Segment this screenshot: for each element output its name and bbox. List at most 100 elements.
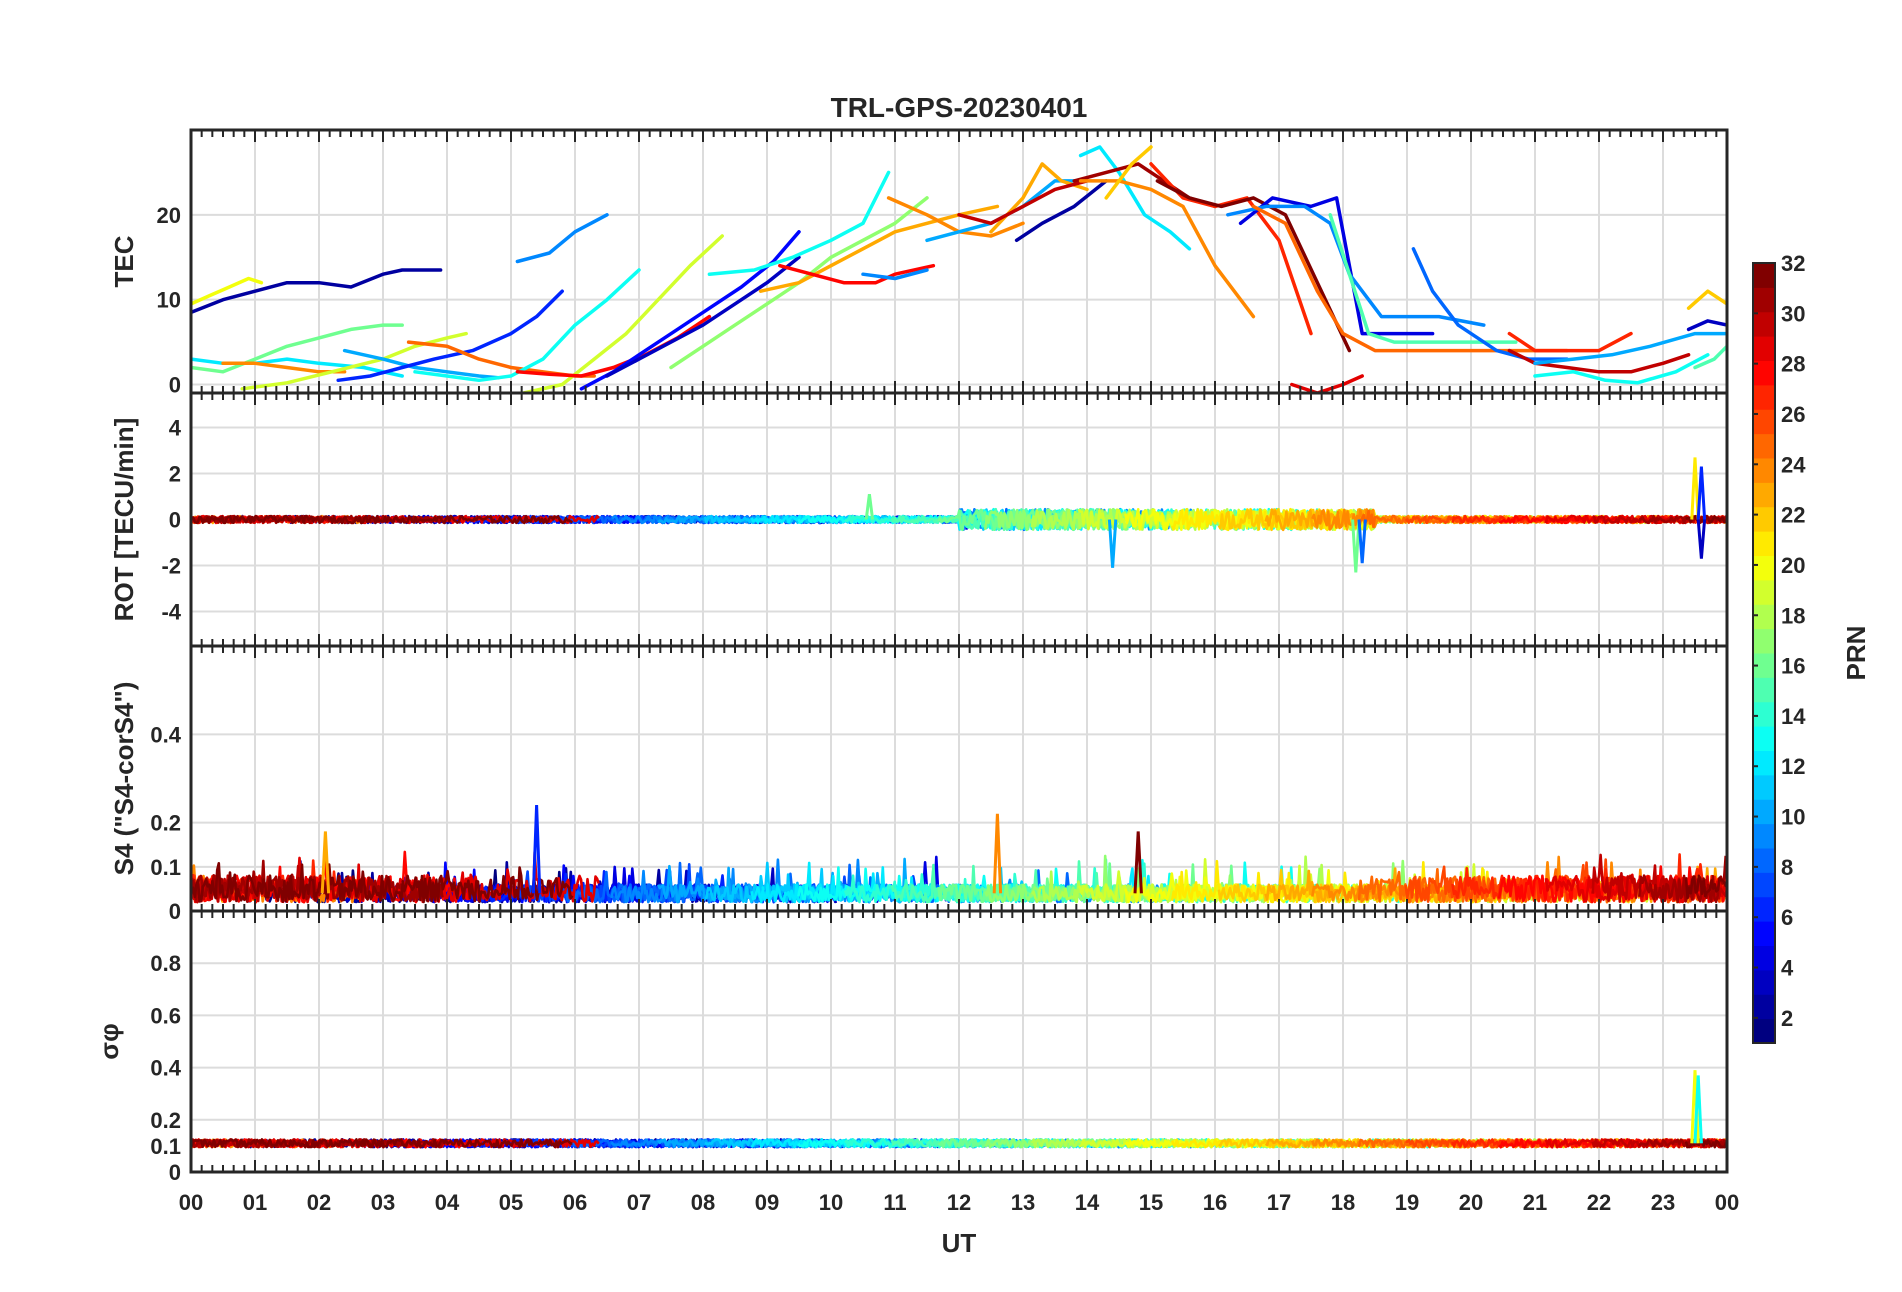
tec-series-prn-10	[1533, 331, 1727, 366]
spike-prn-6	[1696, 466, 1707, 520]
y-tick-label: 0	[169, 1160, 181, 1185]
tec-series-prn-16	[191, 323, 404, 374]
colorbar-segment	[1753, 774, 1775, 800]
panel-s4: 0 0.1 0.2 0.4 S4 ("S4-corS4")	[109, 644, 1729, 924]
y-tick-label: 0	[169, 373, 181, 398]
x-tick-label: 10	[819, 1190, 843, 1215]
x-tick-label: 17	[1267, 1190, 1291, 1215]
colorbar-segment	[1753, 921, 1775, 946]
y-tick-label: 0.2	[150, 1108, 181, 1133]
y-tick-label: 2	[169, 462, 181, 487]
colorbar-tick-label: 26	[1781, 402, 1805, 427]
colorbar-segment	[1753, 433, 1775, 459]
tec-series-prn-23	[758, 204, 1000, 293]
spike-prn-16	[1351, 519, 1361, 573]
colorbar-label: PRN	[1841, 626, 1871, 681]
x-tick-label: 08	[691, 1190, 715, 1215]
tec-series-prn-13	[413, 268, 641, 383]
colorbar-segment	[1753, 750, 1775, 776]
tec-series-prn-9	[515, 213, 609, 264]
colorbar-tick-label: 20	[1781, 553, 1805, 578]
spike-prn-6	[531, 804, 542, 894]
y-axis-label-rot: ROT [TECU/min]	[109, 418, 139, 622]
y-tick-label: 0.1	[150, 1134, 181, 1159]
spike-prn-21	[1690, 457, 1700, 520]
y-axis-label-sigma-phi: σφ	[94, 1023, 124, 1059]
x-tick-label: 16	[1203, 1190, 1227, 1215]
colorbar-tick-label: 22	[1781, 503, 1805, 528]
spike-prn-8	[1357, 519, 1367, 564]
spike-prn-3	[1696, 519, 1707, 559]
colorbar-segment	[1753, 555, 1775, 581]
x-tick-label: 14	[1075, 1190, 1100, 1215]
x-tick-label: 19	[1395, 1190, 1419, 1215]
x-tick-label: 00	[179, 1190, 203, 1215]
colorbar-frame	[1752, 262, 1776, 1044]
colorbar-segment	[1753, 287, 1775, 313]
colorbar-segment	[1753, 848, 1775, 873]
x-tick-label: 01	[243, 1190, 267, 1215]
x-tick-label: 11	[883, 1190, 906, 1215]
y-tick-label: 0.6	[150, 1003, 181, 1028]
y-tick-label: 0.4	[150, 1056, 181, 1081]
tec-series-prn-28	[778, 263, 936, 285]
x-tick-label: 13	[1011, 1190, 1035, 1215]
colorbar-segment	[1753, 384, 1775, 410]
y-tick-label: 4	[169, 416, 182, 441]
y-axis-label-s4: S4 ("S4-corS4")	[109, 682, 139, 876]
colorbar-segment	[1753, 579, 1775, 605]
colorbar-segment	[1753, 604, 1775, 630]
tec-series-prn-30	[957, 179, 1089, 226]
colorbar-segment	[1753, 506, 1775, 532]
tec-series-prn-13	[707, 170, 891, 276]
tec-series-prn-9	[861, 268, 929, 281]
spike-prn-13	[1693, 1075, 1703, 1144]
tec-series-prn-10	[342, 348, 500, 380]
colorbar-tick-label: 6	[1781, 905, 1793, 930]
y-tick-label: 0	[169, 899, 181, 924]
tec-series-prn-27	[1507, 331, 1633, 353]
colorbar-segment	[1753, 872, 1775, 898]
y-tick-label: 20	[157, 203, 181, 228]
colorbar-segment	[1753, 896, 1775, 922]
colorbar-tick-label: 16	[1781, 654, 1805, 679]
x-tick-label: 20	[1459, 1190, 1483, 1215]
colorbar-tick-label: 14	[1781, 704, 1806, 729]
colorbar-segment	[1753, 311, 1775, 337]
colorbar-segment	[1753, 458, 1775, 483]
colorbar-segment	[1753, 945, 1775, 971]
x-tick-label: 12	[947, 1190, 971, 1215]
colorbar-tick-label: 18	[1781, 603, 1805, 628]
panel-sigma-phi: 00.10.2 0.4 0.6 0.8 σφ	[94, 909, 1729, 1185]
colorbar-tick-label: 24	[1781, 452, 1806, 477]
tec-series-prn-3	[1686, 319, 1727, 332]
tec-series-prn-6	[336, 289, 564, 383]
panel-data	[191, 457, 1727, 573]
x-tick-label: 21	[1523, 1190, 1547, 1215]
colorbar-segment	[1753, 823, 1775, 849]
tec-series-prn-12	[1078, 145, 1192, 251]
y-tick-label: 0.1	[150, 855, 181, 880]
panel-data	[191, 145, 1727, 393]
y-tick-label: 0.8	[150, 951, 181, 976]
colorbar-segment	[1753, 726, 1775, 751]
s4-trace-prn-32	[191, 862, 1727, 904]
colorbar-tick-label: 28	[1781, 352, 1805, 377]
y-tick-label: 0.4	[150, 722, 181, 747]
spike-prn-23	[320, 831, 331, 894]
spike-prn-10	[1107, 519, 1118, 568]
colorbar-segment	[1753, 701, 1775, 727]
tec-series-prn-25	[1251, 204, 1569, 353]
colorbar-tick-label: 30	[1781, 301, 1805, 326]
tec-series-prn-29	[1290, 374, 1364, 393]
panel-data	[191, 1070, 1727, 1149]
tec-series-prn-2	[191, 268, 443, 315]
colorbar-segment	[1753, 628, 1775, 654]
x-tick-label: 05	[499, 1190, 523, 1215]
colorbar-segment	[1753, 994, 1775, 1020]
spike-prn-24	[992, 813, 1003, 894]
tec-series-prn-8	[1411, 247, 1569, 361]
tec-series-prn-24	[1078, 179, 1256, 319]
